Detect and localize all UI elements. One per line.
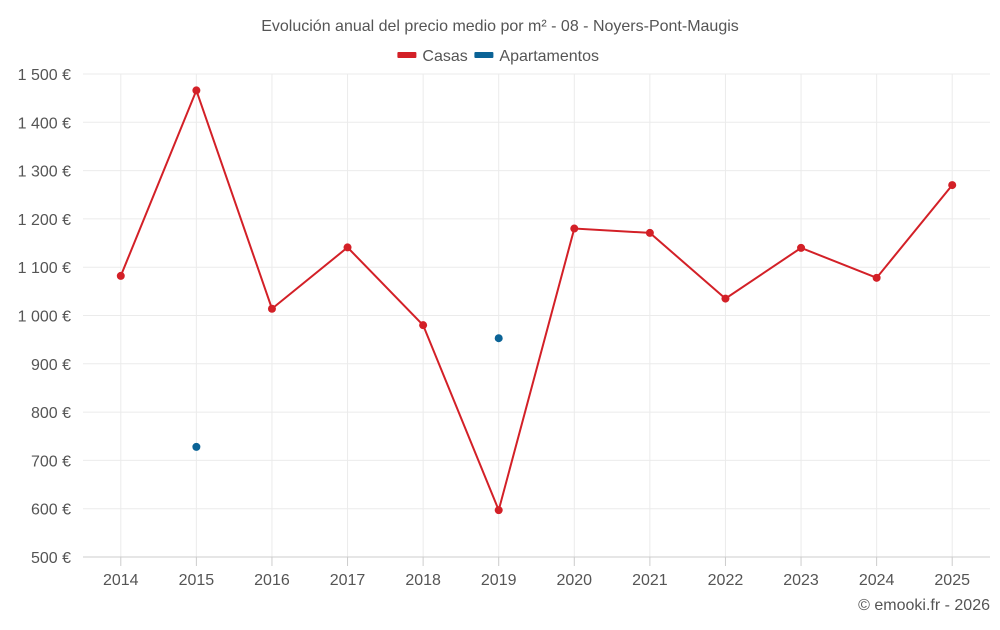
x-axis: 2014 2015 2016 2017 2018 2019 2020 2021 2022 2023… bbox=[83, 556, 990, 589]
legend-swatch-casas bbox=[397, 52, 417, 58]
x-tick-label: 2024 bbox=[859, 572, 895, 589]
y-tick-label: 1 200 € bbox=[18, 212, 71, 229]
data-point-casas bbox=[419, 321, 428, 330]
legend-swatch-apartamentos bbox=[474, 52, 494, 58]
y-tick-label: 1 500 € bbox=[18, 67, 71, 84]
y-tick-label: 1 300 € bbox=[18, 164, 71, 181]
chart-title: Evolución anual del precio medio por m² … bbox=[261, 18, 739, 35]
y-tick-label: 700 € bbox=[31, 453, 71, 470]
legend: Casas Apartamentos bbox=[397, 48, 599, 65]
data-point-casas bbox=[721, 294, 730, 303]
x-tick-label: 2017 bbox=[330, 572, 366, 589]
x-tick-label: 2015 bbox=[179, 572, 215, 589]
legend-label-apartamentos: Apartamentos bbox=[499, 48, 599, 65]
x-tick-label: 2023 bbox=[783, 572, 819, 589]
y-tick-label: 1 400 € bbox=[18, 115, 71, 132]
data-point-casas bbox=[797, 243, 806, 252]
x-tick-label: 2020 bbox=[556, 572, 592, 589]
y-tick-label: 800 € bbox=[31, 405, 71, 422]
legend-label-casas: Casas bbox=[422, 48, 467, 65]
x-tick-label: 2014 bbox=[103, 572, 139, 589]
y-tick-label: 900 € bbox=[31, 357, 71, 374]
data-point-casas bbox=[645, 228, 654, 237]
data-point-casas bbox=[872, 273, 881, 282]
data-point-casas bbox=[116, 271, 125, 280]
y-tick-label: 500 € bbox=[31, 550, 71, 567]
x-tick-label: 2025 bbox=[934, 572, 970, 589]
y-tick-label: 1 000 € bbox=[18, 309, 71, 326]
y-tick-label: 600 € bbox=[31, 502, 71, 519]
x-tick-label: 2018 bbox=[405, 572, 441, 589]
credit-text: © emooki.fr - 2026 bbox=[858, 597, 990, 614]
grid bbox=[83, 73, 990, 558]
x-tick-label: 2016 bbox=[254, 572, 290, 589]
y-tick-label: 1 100 € bbox=[18, 260, 71, 277]
data-point-casas bbox=[570, 224, 579, 233]
x-tick-label: 2022 bbox=[708, 572, 744, 589]
y-axis: 1 500 € 1 400 € 1 300 € 1 200 € 1 100 € 1 000… bbox=[18, 67, 71, 567]
series-line-casas bbox=[119, 87, 953, 514]
data-point-casas bbox=[267, 304, 276, 313]
series-layer bbox=[116, 86, 957, 515]
data-point-casas bbox=[948, 181, 957, 190]
data-point-casas bbox=[192, 86, 201, 95]
data-point-casas bbox=[343, 243, 352, 252]
data-point-apartamentos bbox=[494, 334, 503, 343]
data-point-casas bbox=[494, 506, 503, 515]
data-point-apartamentos bbox=[192, 442, 201, 451]
x-tick-label: 2019 bbox=[481, 572, 517, 589]
x-tick-label: 2021 bbox=[632, 572, 668, 589]
